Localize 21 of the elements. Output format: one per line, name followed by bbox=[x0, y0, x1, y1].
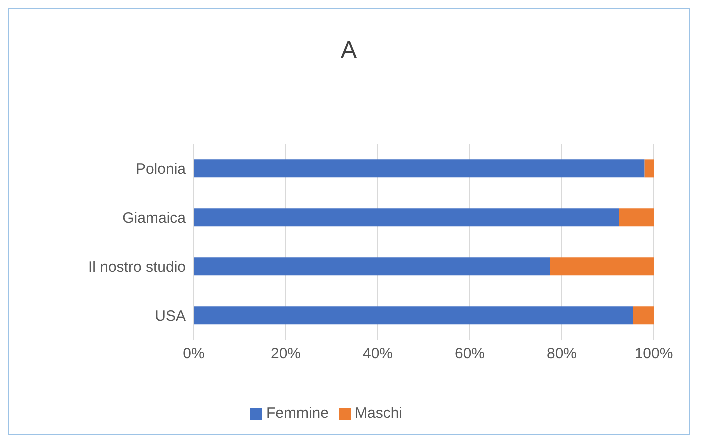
y-tick-label: Il nostro studio bbox=[88, 258, 186, 276]
y-tick-label: USA bbox=[155, 308, 186, 325]
bar bbox=[644, 160, 654, 178]
legend-label: Maschi bbox=[355, 405, 403, 422]
x-tick-label: 60% bbox=[454, 346, 486, 363]
bar bbox=[550, 258, 654, 276]
legend-label: Femmine bbox=[266, 405, 329, 422]
x-tick-label: 20% bbox=[270, 346, 302, 363]
x-tick-label: 0% bbox=[183, 346, 205, 363]
bar bbox=[194, 258, 550, 276]
y-tick-label: Giamaica bbox=[122, 210, 187, 227]
bar bbox=[194, 306, 634, 325]
chart-title: A bbox=[340, 36, 358, 66]
bar bbox=[620, 208, 654, 227]
bar bbox=[633, 306, 654, 325]
x-tick-label: 100% bbox=[634, 346, 674, 363]
y-tick-label: Polonia bbox=[136, 160, 187, 178]
x-tick-label: 40% bbox=[362, 346, 394, 363]
bar bbox=[194, 160, 645, 178]
x-tick-label: 80% bbox=[546, 346, 578, 363]
bar bbox=[194, 208, 620, 227]
